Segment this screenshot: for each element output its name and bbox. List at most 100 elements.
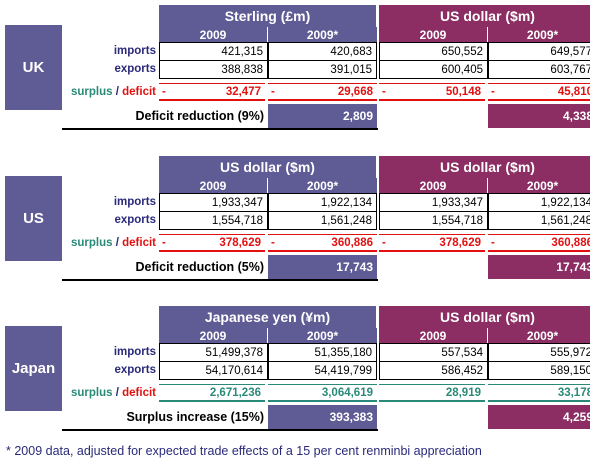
value-cell: 54,170,614 — [159, 361, 268, 380]
value-cell: 1,554,718 — [159, 211, 268, 230]
balance-value: 32,477 — [225, 85, 261, 98]
balance-cell: 33,178 — [488, 384, 590, 402]
reduction-value-left: 17,743 — [268, 255, 377, 279]
balance-value: 3,064,619 — [321, 386, 373, 399]
country-label-us: US — [5, 176, 62, 261]
row-label-exports: exports — [114, 364, 156, 376]
value-cell: 54,419,799 — [268, 361, 377, 380]
value-cell: 1,554,718 — [379, 211, 488, 230]
reduction-label: Deficit reduction (9%) — [135, 109, 265, 123]
deficit-word: deficit — [122, 237, 156, 249]
value-cell: 388,838 — [159, 60, 268, 79]
value-cell: 555,972 — [488, 343, 590, 362]
year-header: 2009* — [268, 328, 377, 343]
deficit-word: deficit — [122, 387, 156, 399]
value-cell: 649,577 — [488, 42, 590, 61]
surplus-word: surplus — [70, 387, 113, 399]
minus-sign: - — [491, 85, 495, 98]
value-cell: 600,405 — [379, 60, 488, 79]
country-label-japan: Japan — [5, 326, 62, 411]
deficit-word: deficit — [122, 86, 156, 98]
year-header: 2009* — [488, 328, 590, 343]
right-currency-header: US dollar ($m) — [379, 306, 590, 328]
row-label-imports: imports — [113, 346, 156, 358]
minus-sign: - — [491, 236, 495, 249]
minus-sign: - — [271, 85, 275, 98]
balance-cell: 28,919 — [379, 384, 485, 402]
year-header: 2009 — [379, 27, 487, 42]
row-label-imports: imports — [113, 196, 156, 208]
value-cell: 589,150 — [488, 361, 590, 380]
reduction-value-left: 2,809 — [268, 104, 377, 128]
left-currency-header: Japanese yen (¥m) — [159, 306, 376, 328]
balance-cell: - 45,810 — [488, 83, 590, 101]
country-label-uk: UK — [5, 25, 62, 110]
minus-sign: - — [271, 236, 275, 249]
value-cell: 391,015 — [268, 60, 377, 79]
balance-value: 2,671,236 — [209, 386, 261, 399]
value-cell: 557,534 — [379, 343, 488, 362]
balance-value: 360,886 — [551, 236, 590, 249]
balance-cell: 3,064,619 — [268, 384, 377, 402]
balance-value: 50,148 — [445, 85, 481, 98]
footnote: * 2009 data, adjusted for expected trade… — [6, 444, 482, 458]
year-header: 2009 — [379, 328, 487, 343]
surplus-deficit-label: surplus / deficit — [40, 83, 156, 101]
minus-sign: - — [162, 85, 166, 98]
minus-sign: - — [382, 236, 386, 249]
value-cell: 1,561,248 — [268, 211, 377, 230]
reduction-underline — [62, 279, 378, 281]
reduction-value-right: 4,259 — [488, 405, 590, 429]
balance-value: 360,886 — [331, 236, 373, 249]
balance-cell: - 360,886 — [268, 234, 377, 252]
surplus-word: surplus — [70, 237, 113, 249]
year-header: 2009 — [159, 328, 267, 343]
slash: / — [112, 237, 123, 249]
balance-value: 378,629 — [219, 236, 261, 249]
surplus-word: surplus — [70, 86, 113, 98]
row-label-imports: imports — [113, 45, 156, 57]
balance-value: 29,668 — [337, 85, 373, 98]
balance-cell: 2,671,236 — [159, 384, 265, 402]
right-currency-header: US dollar ($m) — [379, 156, 590, 178]
reduction-label: Deficit reduction (5%) — [135, 260, 265, 274]
row-label-exports: exports — [114, 63, 156, 75]
balance-cell: - 378,629 — [379, 234, 485, 252]
minus-sign: - — [162, 236, 166, 249]
year-header: 2009* — [268, 27, 377, 42]
balance-value: 45,810 — [557, 85, 590, 98]
value-cell: 51,499,378 — [159, 343, 268, 362]
reduction-label: Surplus increase (15%) — [126, 410, 264, 424]
value-cell: 1,922,134 — [488, 193, 590, 212]
value-cell: 603,767 — [488, 60, 590, 79]
reduction-underline — [62, 429, 378, 431]
value-cell: 421,315 — [159, 42, 268, 61]
value-cell: 1,561,248 — [488, 211, 590, 230]
reduction-value-right: 17,743 — [488, 255, 590, 279]
balance-cell: - 360,886 — [488, 234, 590, 252]
left-currency-header: Sterling (£m) — [159, 5, 376, 27]
balance-cell: - 50,148 — [379, 83, 485, 101]
year-header: 2009 — [379, 178, 487, 193]
minus-sign: - — [382, 85, 386, 98]
row-label-exports: exports — [114, 214, 156, 226]
balance-cell: - 32,477 — [159, 83, 265, 101]
year-header: 2009 — [159, 27, 267, 42]
surplus-deficit-label: surplus / deficit — [40, 384, 156, 402]
year-header: 2009* — [268, 178, 377, 193]
left-currency-header: US dollar ($m) — [159, 156, 376, 178]
value-cell: 1,933,347 — [159, 193, 268, 212]
balance-cell: - 29,668 — [268, 83, 377, 101]
value-cell: 586,452 — [379, 361, 488, 380]
balance-value: 28,919 — [445, 386, 481, 399]
reduction-underline — [62, 128, 378, 130]
surplus-deficit-label: surplus / deficit — [40, 234, 156, 252]
value-cell: 650,552 — [379, 42, 488, 61]
year-header: 2009 — [159, 178, 267, 193]
value-cell: 1,933,347 — [379, 193, 488, 212]
balance-value: 378,629 — [439, 236, 481, 249]
slash: / — [112, 86, 123, 98]
value-cell: 1,922,134 — [268, 193, 377, 212]
value-cell: 420,683 — [268, 42, 377, 61]
value-cell: 51,355,180 — [268, 343, 377, 362]
